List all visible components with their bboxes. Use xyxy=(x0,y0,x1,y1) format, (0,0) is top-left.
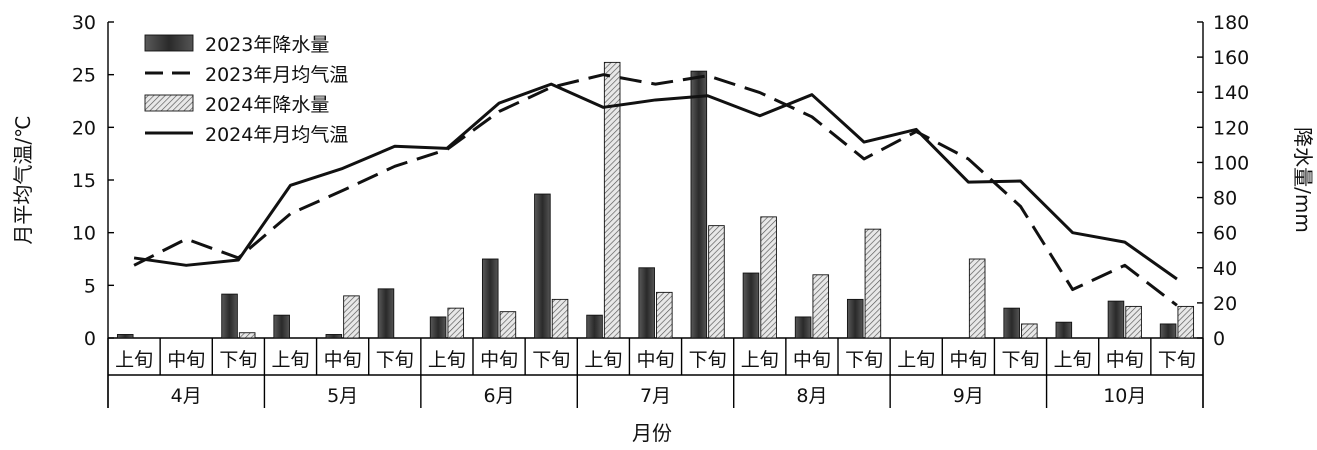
bar-2024-precip xyxy=(1177,305,1195,339)
bar-2023-precip xyxy=(429,316,447,339)
y-right-tick-label: 120 xyxy=(1213,117,1249,139)
y-axis-left-title: 月平均气温/℃ xyxy=(11,115,35,244)
x-month-label: 5月 xyxy=(327,385,358,407)
y-left-tick-label: 20 xyxy=(72,117,96,139)
bar-2023-precip xyxy=(273,314,290,339)
x-category-label: 上旬 xyxy=(897,349,935,371)
legend-swatch xyxy=(144,34,194,52)
y-axis-right-title: 降水量/mm xyxy=(1291,127,1315,233)
bar-2024-precip xyxy=(760,216,777,339)
bar-2023-precip xyxy=(1159,323,1177,339)
bar-2024-precip xyxy=(343,295,360,339)
x-category-label: 中旬 xyxy=(324,349,362,371)
y-right-tick-label: 100 xyxy=(1213,152,1249,174)
y-right-tick-label: 60 xyxy=(1213,223,1237,245)
x-month-label: 4月 xyxy=(171,385,202,407)
bar-2024-precip xyxy=(1125,305,1142,339)
x-category-label: 上旬 xyxy=(271,349,309,371)
y-left-tick-label: 0 xyxy=(84,328,96,350)
x-category-label: 下旬 xyxy=(1001,349,1039,371)
y-right-tick-label: 0 xyxy=(1213,328,1225,350)
y-right-tick-label: 40 xyxy=(1213,258,1237,280)
bar-2023-precip xyxy=(846,298,864,339)
line-2024-temp xyxy=(133,82,1178,281)
bar-2024-precip xyxy=(1021,323,1038,339)
x-month-label: 8月 xyxy=(796,385,827,407)
x-category-label: 下旬 xyxy=(376,349,414,371)
y-left-tick-label: 30 xyxy=(72,12,96,34)
y-right-tick-label: 80 xyxy=(1213,188,1237,210)
x-category-label: 上旬 xyxy=(741,349,779,371)
x-category-label: 中旬 xyxy=(636,349,674,371)
bar-2024-precip xyxy=(499,311,517,339)
bar-2023-precip xyxy=(534,193,551,339)
legend-label: 2024年降水量 xyxy=(205,94,329,116)
bar-2023-precip xyxy=(221,293,238,339)
bar-2024-precip xyxy=(603,61,621,339)
y-left-tick-label: 15 xyxy=(72,170,96,192)
bar-2023-precip xyxy=(1055,321,1073,339)
x-month-label: 6月 xyxy=(484,385,515,407)
x-axis-title: 月份 xyxy=(632,421,672,445)
x-category-label: 上旬 xyxy=(584,349,622,371)
bar-2024-precip xyxy=(968,258,986,339)
y-right-tick-label: 180 xyxy=(1213,12,1249,34)
bar-2023-precip xyxy=(586,314,603,339)
bar-2023-precip xyxy=(481,258,499,339)
x-category-label: 下旬 xyxy=(845,349,883,371)
bar-2024-precip xyxy=(447,307,465,339)
y-left-tick-label: 25 xyxy=(72,65,96,87)
y-right-tick-label: 160 xyxy=(1213,47,1249,69)
x-category-label: 上旬 xyxy=(115,349,153,371)
x-category-label: 中旬 xyxy=(480,349,518,371)
y-left-tick-label: 10 xyxy=(72,223,96,245)
x-category-label: 下旬 xyxy=(219,349,257,371)
y-left-tick-label: 5 xyxy=(84,275,96,297)
bar-2024-precip xyxy=(551,298,569,339)
bar-2024-precip xyxy=(656,291,673,339)
x-category-label: 下旬 xyxy=(1158,349,1196,371)
legend-swatch xyxy=(144,94,194,112)
bar-2023-precip xyxy=(690,70,708,339)
x-category-label: 中旬 xyxy=(949,349,987,371)
bar-2023-precip xyxy=(742,272,760,339)
bar-2023-precip xyxy=(638,267,655,339)
bar-2023-precip xyxy=(1003,307,1020,339)
bar-2024-precip xyxy=(812,274,830,339)
x-category-label: 下旬 xyxy=(689,349,727,371)
y-right-tick-label: 20 xyxy=(1213,293,1237,315)
bar-2023-precip xyxy=(116,334,134,339)
legend-label: 2023年月均气温 xyxy=(205,64,348,86)
y-right-tick-label: 140 xyxy=(1213,82,1249,104)
x-category-label: 中旬 xyxy=(167,349,205,371)
x-month-label: 7月 xyxy=(640,385,671,407)
bar-2023-precip xyxy=(377,288,395,339)
x-category-label: 中旬 xyxy=(1106,349,1144,371)
x-month-label: 9月 xyxy=(953,385,984,407)
bar-2024-precip xyxy=(864,228,882,339)
line-2023-temp xyxy=(133,73,1178,307)
x-category-label: 下旬 xyxy=(532,349,570,371)
bar-2023-precip xyxy=(1107,300,1125,339)
bar-2023-precip xyxy=(794,316,812,339)
legend-label: 2024年月均气温 xyxy=(205,124,348,146)
bar-2024-precip xyxy=(708,225,725,339)
legend-label: 2023年降水量 xyxy=(205,34,329,56)
x-month-label: 10月 xyxy=(1103,385,1146,407)
bar-2024-precip xyxy=(238,332,256,339)
bar-2023-precip xyxy=(325,334,343,339)
x-category-label: 中旬 xyxy=(793,349,831,371)
x-category-label: 上旬 xyxy=(1054,349,1092,371)
x-category-label: 上旬 xyxy=(428,349,466,371)
